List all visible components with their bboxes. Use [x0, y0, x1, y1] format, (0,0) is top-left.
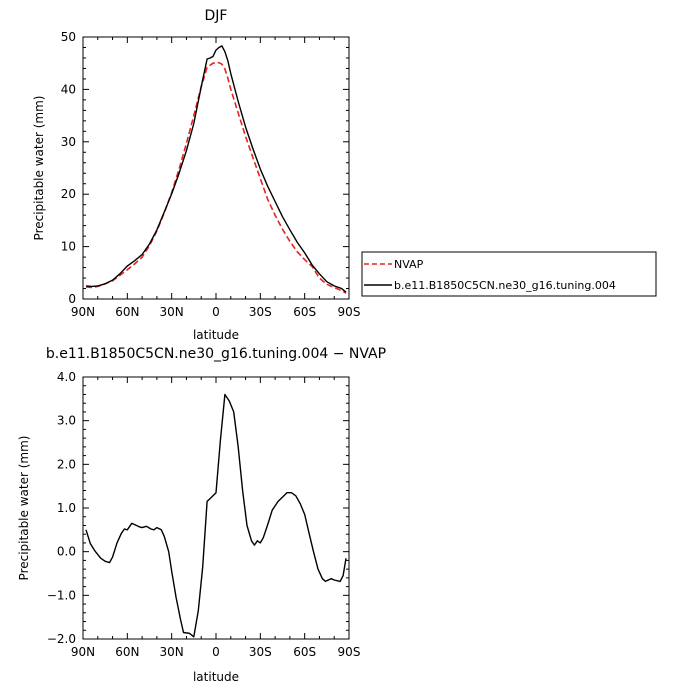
plot-lines — [85, 45, 347, 294]
x-tick-label: 60N — [115, 645, 139, 659]
y-tick-label: 3.0 — [57, 414, 76, 428]
y-tick-label: −1.0 — [47, 588, 76, 602]
plot-lines — [85, 393, 347, 638]
y-axis-label: Precipitable water (mm) — [32, 96, 46, 241]
x-tick-label: 0 — [212, 645, 220, 659]
x-tick-label: 90N — [71, 305, 95, 319]
y-tick-label: 50 — [61, 30, 76, 44]
legend-box — [361, 251, 657, 297]
climatology-chart: DJF 90N 60N 30N 0 30S 60S 90S 0 10 20 30 40 50 Preci… — [32, 8, 360, 342]
x-tick-label: 30S — [249, 305, 272, 319]
x-tick-label: 0 — [212, 305, 220, 319]
series-line-0 — [85, 393, 347, 638]
x-tick-label: 60S — [293, 305, 316, 319]
x-tick-label: 30N — [160, 645, 184, 659]
x-tick-label: 90S — [338, 645, 361, 659]
y-tick-label: 0.0 — [57, 545, 76, 559]
axes: 90N 60N 30N 0 30S 60S 90S −2.0 −1.0 0.0 1.0 2.0 3.0 4… — [47, 370, 361, 659]
y-tick-label: −2.0 — [47, 632, 76, 646]
y-tick-label: 20 — [61, 187, 76, 201]
axes: 90N 60N 30N 0 30S 60S 90S 0 10 20 30 40 50 — [61, 30, 361, 319]
series-line-1 — [85, 45, 347, 293]
chart-title: b.e11.B1850C5CN.ne30_g16.tuning.004 − NV… — [46, 346, 386, 362]
x-tick-label: 30N — [160, 305, 184, 319]
x-tick-label: 60S — [293, 645, 316, 659]
y-tick-label: 0 — [68, 292, 76, 306]
y-axis-label: Precipitable water (mm) — [17, 436, 31, 581]
y-tick-label: 1.0 — [57, 501, 76, 515]
y-tick-label: 40 — [61, 82, 76, 96]
x-axis-label: latitude — [193, 670, 239, 684]
plot-frame — [82, 376, 350, 640]
y-tick-label: 2.0 — [57, 457, 76, 471]
legend-label-nvap: NVAP — [394, 258, 424, 271]
legend: NVAP b.e11.B1850C5CN.ne30_g16.tuning.004 — [361, 251, 657, 297]
chart-title: DJF — [205, 8, 228, 24]
x-tick-label: 60N — [115, 305, 139, 319]
y-tick-label: 4.0 — [57, 370, 76, 384]
x-tick-label: 30S — [249, 645, 272, 659]
y-tick-label: 10 — [61, 240, 76, 254]
x-tick-label: 90N — [71, 645, 95, 659]
x-axis-label: latitude — [193, 328, 239, 342]
legend-label-model: b.e11.B1850C5CN.ne30_g16.tuning.004 — [394, 279, 616, 292]
series-line-0 — [85, 61, 347, 294]
difference-chart: b.e11.B1850C5CN.ne30_g16.tuning.004 − NV… — [17, 346, 386, 684]
y-tick-label: 30 — [61, 135, 76, 149]
x-tick-label: 90S — [338, 305, 361, 319]
